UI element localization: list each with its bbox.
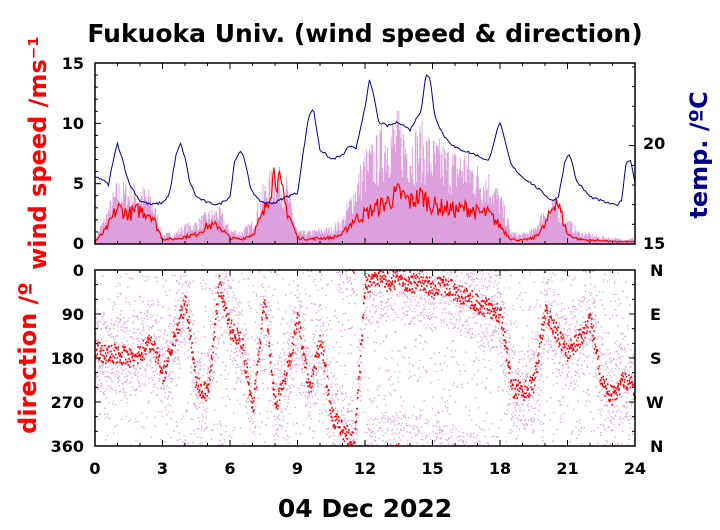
wind-mean-line [94, 167, 636, 243]
dir-ytick-180: 180 [51, 349, 84, 368]
dir-ytick-90: 90 [62, 305, 84, 324]
direction-panel-ticks [94, 269, 636, 447]
wind-gust-series [94, 110, 636, 244]
speed-ytick-5: 5 [73, 174, 84, 193]
temp-ytick-20: 20 [643, 134, 665, 153]
dir-label-w: W [646, 393, 664, 412]
speed-axis-label: wind speed /ms⁻¹ [24, 36, 52, 270]
dir-ytick-360: 360 [51, 437, 84, 456]
speed-panel: 0 5 10 15 15 20 wind speed /ms⁻¹ temp. /… [24, 36, 713, 270]
direction-axis-label: direction /º [14, 282, 42, 434]
xtick-18: 18 [489, 459, 511, 478]
temp-ytick-15: 15 [643, 234, 665, 253]
dir-label-n-top: N [650, 261, 663, 280]
xtick-24: 24 [624, 459, 646, 478]
chart-title: Fukuoka Univ. (wind speed & direction) [87, 19, 642, 48]
xtick-9: 9 [292, 459, 303, 478]
xtick-21: 21 [556, 459, 578, 478]
temp-axis-label: temp. /ºC [685, 91, 713, 218]
dir-ytick-0: 0 [73, 261, 84, 280]
x-tick-labels: 0 3 6 9 12 15 18 21 24 [89, 459, 646, 478]
xtick-12: 12 [354, 459, 376, 478]
x-axis-label: 04 Dec 2022 [278, 494, 452, 523]
speed-ytick-0: 0 [73, 234, 84, 253]
temperature-line [94, 74, 636, 207]
direction-gust-series [95, 269, 636, 447]
temperature-series [94, 74, 636, 207]
xtick-0: 0 [89, 459, 100, 478]
speed-panel-ticks [94, 62, 636, 245]
wind-gust-bars [94, 110, 636, 244]
direction-panel: 0 90 180 270 360 N E S W N direction /º [14, 261, 664, 456]
speed-ytick-15: 15 [62, 54, 84, 73]
xtick-3: 3 [157, 459, 168, 478]
dir-ytick-270: 270 [51, 393, 84, 412]
xtick-15: 15 [421, 459, 443, 478]
dir-label-s: S [650, 349, 662, 368]
xtick-6: 6 [224, 459, 235, 478]
speed-ytick-10: 10 [62, 114, 84, 133]
dir-label-e: E [650, 305, 661, 324]
direction-gust-points [95, 269, 636, 447]
wind-mean-series [94, 167, 636, 243]
dir-label-n-bottom: N [650, 437, 663, 456]
